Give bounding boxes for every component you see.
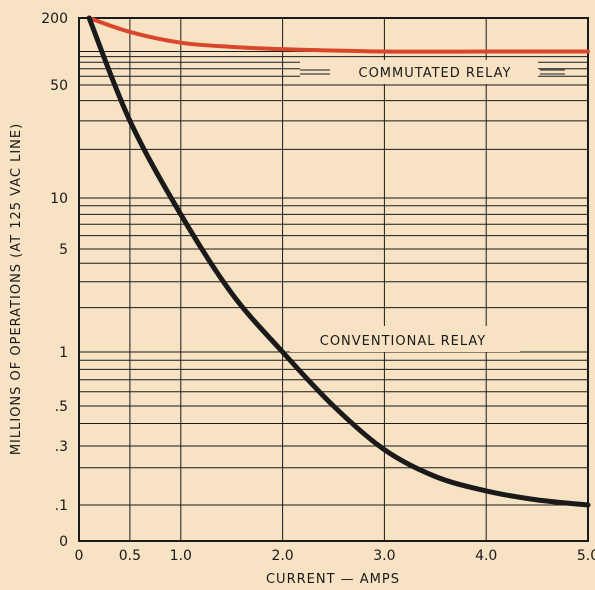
commutated-relay-label: COMMUTATED RELAY xyxy=(359,66,512,81)
x-tick-label: 0 xyxy=(75,548,84,564)
x-axis-title: CURRENT — AMPS xyxy=(266,572,400,587)
y-tick-label: 10 xyxy=(50,191,68,207)
x-tick-label: 0.5 xyxy=(119,548,141,564)
conventional-relay-line xyxy=(86,15,591,508)
conventional-label-bg xyxy=(290,326,520,352)
y-tick-label: 200 xyxy=(41,11,68,27)
commutated-label-bg xyxy=(300,60,538,84)
y-tick-label: 0 xyxy=(59,534,68,550)
chart-series xyxy=(86,15,591,508)
y-axis-title: MILLIONS OF OPERATIONS (AT 125 VAC LINE) xyxy=(9,123,24,455)
x-tick-label: 2.0 xyxy=(271,548,293,564)
y-tick-label: .5 xyxy=(55,399,68,415)
x-tick-label: 1.0 xyxy=(170,548,192,564)
chart-labels: COMMUTATED RELAY CONVENTIONAL RELAY xyxy=(290,60,565,352)
x-tick-label: 3.0 xyxy=(373,548,395,564)
x-tick-label: 4.0 xyxy=(475,548,497,564)
y-tick-label: .3 xyxy=(55,439,68,455)
y-tick-label: 50 xyxy=(50,78,68,94)
y-tick-label: .1 xyxy=(55,498,68,514)
x-tick-label: 5.0 xyxy=(577,548,595,564)
y-tick-label: 5 xyxy=(59,242,68,258)
commutated-relay-line xyxy=(87,16,590,54)
plot-frame xyxy=(78,17,589,542)
y-tick-label: 1 xyxy=(59,345,68,361)
chart-grid xyxy=(78,17,589,542)
conventional-relay-label: CONVENTIONAL RELAY xyxy=(320,334,486,349)
chart-ticks: 0 0.5 1.0 2.0 3.0 4.0 5.0 0 .1 .3 .5 1 5 10 50 200 xyxy=(41,11,595,564)
